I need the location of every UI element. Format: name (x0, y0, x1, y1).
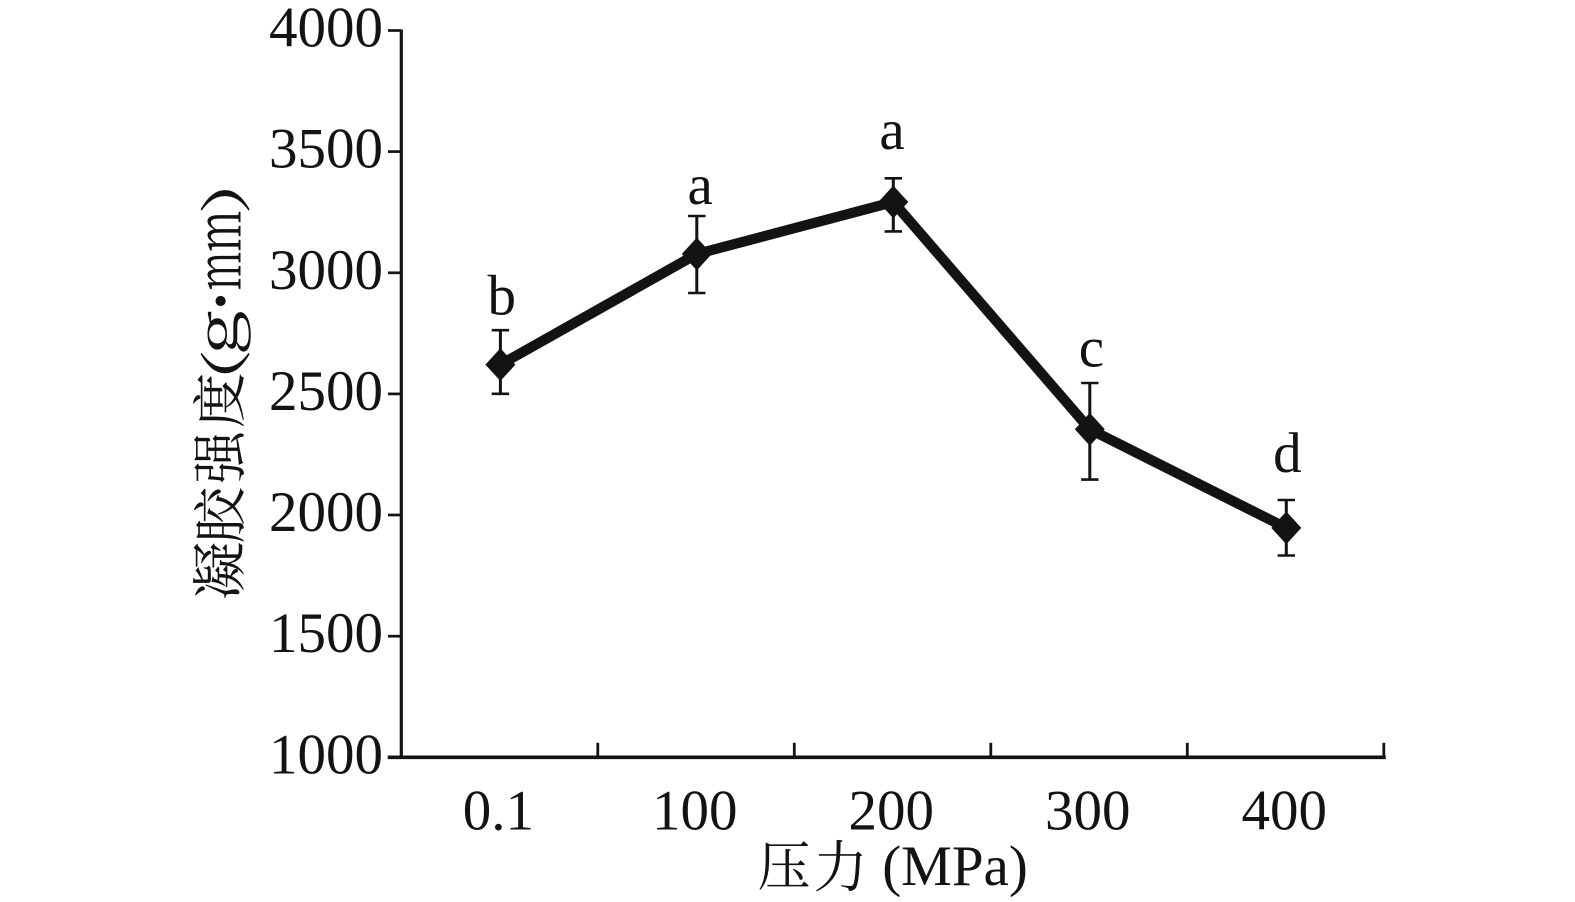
svg-text:2000: 2000 (269, 481, 383, 544)
svg-text:b: b (487, 264, 516, 327)
svg-text:400: 400 (1242, 779, 1328, 842)
svg-text:1500: 1500 (269, 602, 383, 665)
svg-text:a: a (688, 154, 713, 217)
svg-text:2500: 2500 (269, 360, 383, 423)
svg-text:1000: 1000 (269, 723, 383, 786)
svg-text:a: a (879, 99, 904, 162)
svg-text:d: d (1273, 422, 1302, 485)
svg-text:4000: 4000 (269, 0, 383, 60)
svg-text:(MPa): (MPa) (882, 835, 1028, 898)
svg-text:c: c (1079, 317, 1104, 380)
svg-text:300: 300 (1045, 779, 1131, 842)
svg-text:3000: 3000 (269, 239, 383, 302)
svg-text:200: 200 (849, 779, 935, 842)
svg-text:0.1: 0.1 (463, 779, 534, 842)
svg-text:100: 100 (652, 779, 738, 842)
svg-text:3500: 3500 (269, 118, 383, 181)
